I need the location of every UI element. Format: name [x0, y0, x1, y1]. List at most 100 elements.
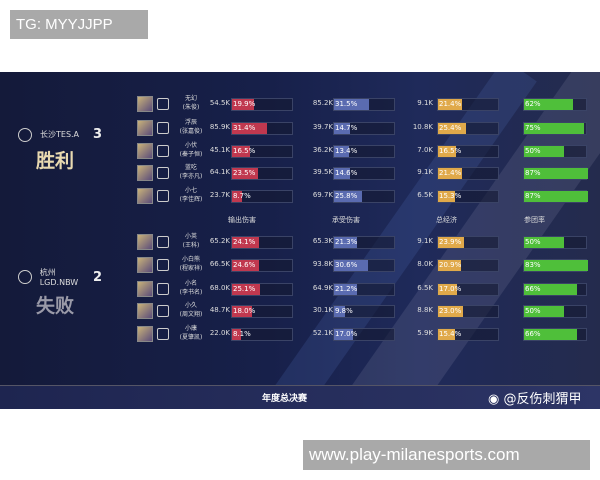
- dmg-value: 65.2K: [209, 237, 230, 245]
- taken-bar: 14.6%: [333, 167, 395, 180]
- gold-value: 8.8K: [417, 306, 433, 314]
- kp-bar: 50%: [523, 236, 587, 249]
- dmg-bar: 31.4%: [231, 122, 293, 135]
- player-nickname: 小久: [184, 302, 197, 309]
- player-real-name: (李佳辉): [179, 196, 203, 203]
- gold-bar: 15.3%: [437, 190, 499, 203]
- gold-bar-fill: [438, 191, 455, 202]
- taken-percent: 21.3%: [335, 238, 358, 246]
- player-row: 小久 (周文翔) 48.7K 18.0% 30.1K 9.8% 8.8K 23.0% 50%: [137, 301, 597, 321]
- taken-value: 93.8K: [312, 260, 333, 268]
- dmg-bar: 23.5%: [231, 167, 293, 180]
- kp-bar: 83%: [523, 259, 588, 272]
- taken-bar: 21.3%: [333, 236, 395, 249]
- dmg-bar: 18.0%: [231, 305, 293, 318]
- kp-bar-fill: [524, 146, 564, 157]
- team-score: 3: [92, 127, 102, 142]
- kp-bar: 62%: [523, 98, 587, 111]
- hero-avatar: [137, 188, 153, 204]
- player-nickname: 小英: [184, 233, 197, 240]
- kp-percent: 62%: [525, 100, 541, 108]
- hero-avatar: [137, 120, 153, 136]
- taken-percent: 25.8%: [335, 192, 358, 200]
- taken-percent: 21.2%: [335, 285, 358, 293]
- player-name: 小英 (王科): [171, 232, 211, 250]
- role-icon: [157, 122, 169, 134]
- gold-bar-fill: [438, 99, 462, 110]
- hero-avatar: [137, 96, 153, 112]
- dmg-percent: 16.5%: [233, 147, 256, 155]
- gold-value: 7.0K: [417, 146, 433, 154]
- gold-percent: 25.4%: [439, 124, 462, 132]
- player-name: 小久 (周文翔): [171, 301, 211, 319]
- kp-bar-fill: [524, 329, 577, 340]
- player-real-name: (朱俊): [182, 104, 200, 111]
- taken-bar-fill: [334, 146, 349, 157]
- dmg-percent: 19.9%: [233, 100, 256, 108]
- player-nickname: 小康: [184, 325, 197, 332]
- taken-bar-fill: [334, 168, 351, 179]
- kp-bar: 66%: [523, 328, 587, 341]
- gold-percent: 16.5%: [439, 147, 462, 155]
- dmg-bar-fill: [232, 329, 241, 340]
- player-row: 小白熊 (程家祥) 66.5K 24.6% 93.8K 30.6% 8.0K 20.9% 83%: [137, 255, 597, 275]
- gold-bar: 21.4%: [437, 167, 499, 180]
- dmg-bar-fill: [232, 260, 260, 271]
- team-loser: 杭州LGD.NBW 2 失败: [4, 267, 126, 318]
- taken-bar: 30.6%: [333, 259, 395, 272]
- gold-bar: 20.9%: [437, 259, 499, 272]
- dmg-value: 68.0K: [209, 284, 230, 292]
- gold-value: 10.8K: [412, 123, 433, 131]
- dmg-percent: 24.1%: [233, 238, 256, 246]
- gold-percent: 15.4%: [439, 330, 462, 338]
- taken-percent: 13.4%: [335, 147, 358, 155]
- match-result: 胜利: [36, 150, 75, 172]
- gold-percent: 20.9%: [439, 261, 462, 269]
- header-participation: 参团率: [524, 216, 545, 224]
- team-winner: 长沙TES.A 3 胜利: [4, 127, 126, 173]
- stats-panel: 输出伤害 承受伤害 总经济 参团率 年度总决赛 ◉ @反伤刺猬甲 长沙TES.A…: [0, 72, 600, 409]
- kp-percent: 75%: [525, 124, 541, 132]
- player-real-name: (李亦凡): [179, 173, 203, 180]
- footer-bar: 年度总决赛 ◉ @反伤刺猬甲: [0, 385, 600, 409]
- player-name: 蓝吃 (李亦凡): [171, 163, 211, 181]
- player-real-name: (王科): [182, 242, 200, 249]
- kp-bar-fill: [524, 237, 564, 248]
- player-row: 小康 (夏肇凯) 22.0K 8.1% 52.1K 17.0% 5.9K 15.4% 66%: [137, 324, 597, 344]
- kp-percent: 50%: [525, 147, 541, 155]
- team-logo-icon: [18, 127, 32, 142]
- taken-bar: 21.2%: [333, 283, 395, 296]
- team-score: 2: [92, 269, 102, 285]
- player-real-name: (张嘉俊): [179, 128, 203, 135]
- event-title: 年度总决赛: [262, 394, 308, 404]
- dmg-value: 23.7K: [209, 191, 230, 199]
- kp-bar-fill: [524, 306, 564, 317]
- player-real-name: (程家祥): [179, 265, 203, 272]
- player-row: 蓝吃 (李亦凡) 64.1K 23.5% 39.5K 14.6% 9.1K 21.4% 87%: [137, 163, 597, 183]
- role-icon: [157, 328, 169, 340]
- kp-bar: 50%: [523, 305, 587, 318]
- taken-bar: 13.4%: [333, 145, 395, 158]
- gold-value: 5.9K: [417, 329, 433, 337]
- dmg-bar: 8.7%: [231, 190, 293, 203]
- dmg-bar-fill: [232, 237, 259, 248]
- dmg-bar-fill: [232, 284, 260, 295]
- hero-avatar: [137, 234, 153, 250]
- dmg-value: 45.1K: [209, 146, 230, 154]
- kp-bar-fill: [524, 99, 574, 110]
- weibo-handle: ◉ @反伤刺猬甲: [488, 388, 582, 407]
- taken-value: 30.1K: [312, 306, 333, 314]
- dmg-bar: 19.9%: [231, 98, 293, 111]
- dmg-percent: 24.6%: [233, 261, 256, 269]
- player-nickname: 浮辰: [184, 119, 197, 126]
- hero-avatar: [137, 165, 153, 181]
- gold-value: 6.5K: [417, 191, 433, 199]
- player-real-name: (秦子恒): [179, 151, 203, 158]
- kp-percent: 66%: [525, 285, 541, 293]
- dmg-value: 64.1K: [209, 168, 230, 176]
- role-icon: [157, 190, 169, 202]
- player-real-name: (周文翔): [179, 311, 203, 318]
- player-row: 小英 (王科) 65.2K 24.1% 65.3K 21.3% 9.1K 23.9% 50%: [137, 232, 597, 252]
- gold-bar: 25.4%: [437, 122, 499, 135]
- player-row: 小伏 (秦子恒) 45.1K 16.5% 36.2K 13.4% 7.0K 16.5% 50%: [137, 141, 597, 161]
